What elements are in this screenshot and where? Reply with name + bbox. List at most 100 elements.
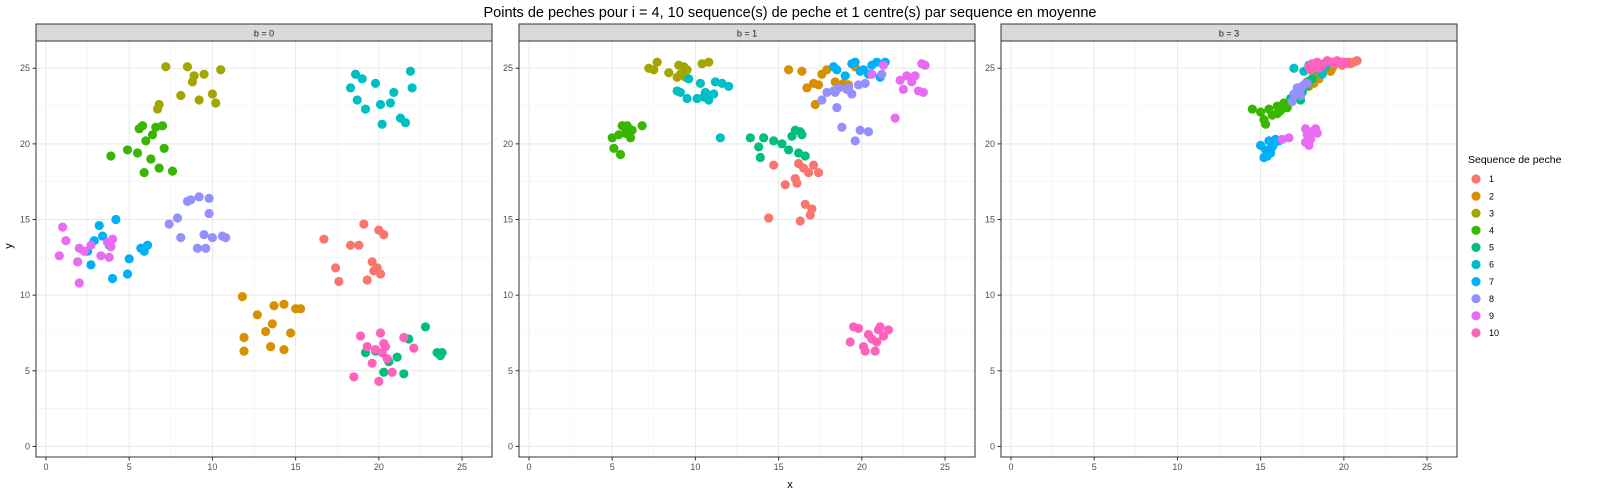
data-point-series-6 (684, 74, 694, 84)
data-point-series-1 (375, 269, 386, 279)
y-tick-label: 5 (508, 366, 513, 376)
data-point-series-2 (252, 310, 262, 320)
data-point-series-9 (878, 60, 889, 70)
x-tick-label: 10 (690, 462, 700, 472)
data-point-series-1 (795, 216, 805, 226)
data-point-series-4 (1272, 109, 1282, 119)
data-point-series-4 (146, 154, 156, 164)
data-point-series-5 (754, 142, 764, 152)
data-point-series-9 (74, 278, 84, 288)
data-point-series-1 (790, 174, 800, 184)
data-point-series-6 (345, 83, 356, 93)
data-point-series-8 (863, 127, 874, 137)
data-point-series-6 (375, 99, 386, 110)
data-point-series-10 (1329, 59, 1339, 69)
data-point-series-8 (832, 102, 842, 113)
data-point-series-9 (890, 113, 900, 123)
y-tick-label: 5 (990, 366, 995, 376)
data-point-series-3 (161, 62, 171, 72)
data-point-series-8 (837, 122, 847, 132)
data-point-series-1 (780, 180, 790, 190)
x-tick-label: 5 (1092, 462, 1097, 472)
data-point-series-3 (649, 65, 659, 75)
legend-key-7 (1471, 277, 1481, 287)
data-point-series-3 (199, 69, 209, 79)
data-point-series-10 (409, 343, 419, 353)
data-point-series-6 (350, 69, 361, 79)
data-point-series-8 (194, 192, 204, 202)
y-tick-label: 10 (20, 290, 30, 300)
y-tick-label: 25 (985, 63, 995, 73)
data-point-series-1 (808, 160, 819, 170)
data-point-series-1 (359, 219, 369, 229)
data-point-series-10 (367, 358, 377, 368)
data-point-series-2 (266, 341, 276, 352)
y-tick-label: 15 (503, 215, 513, 225)
legend: Sequence de peche 1 2 3 4 5 6 7 8 9 10 (1468, 154, 1562, 338)
data-point-series-3 (176, 90, 186, 101)
data-point-series-8 (860, 78, 870, 88)
data-point-series-8 (192, 243, 203, 253)
data-point-series-5 (437, 348, 447, 358)
data-point-series-1 (319, 234, 329, 244)
data-point-series-9 (895, 75, 905, 85)
data-point-series-3 (682, 65, 692, 75)
data-point-series-8 (817, 95, 827, 105)
legend-label-6: 6 (1489, 260, 1494, 270)
data-point-series-9 (1284, 133, 1294, 143)
data-point-series-10 (387, 367, 397, 377)
data-point-series-3 (189, 71, 199, 81)
data-point-series-8 (164, 219, 174, 229)
data-point-series-4 (132, 148, 143, 158)
data-point-series-9 (1300, 137, 1311, 147)
legend-label-5: 5 (1489, 243, 1494, 253)
data-point-series-4 (1261, 119, 1271, 129)
data-point-series-1 (813, 168, 824, 178)
x-tick-label: 0 (43, 462, 48, 472)
data-point-series-3 (675, 69, 686, 79)
data-point-series-8 (204, 208, 214, 219)
y-tick-label: 0 (508, 441, 513, 451)
y-tick-label: 25 (503, 63, 513, 73)
data-point-series-9 (902, 71, 912, 81)
data-point-series-9 (867, 69, 877, 79)
legend-key-4 (1471, 225, 1481, 235)
x-tick-label: 5 (127, 462, 132, 472)
data-point-series-10 (853, 323, 864, 334)
data-point-series-6 (407, 83, 417, 93)
legend-key-8 (1471, 294, 1481, 304)
data-point-series-6 (377, 119, 387, 129)
data-point-series-2 (784, 65, 794, 75)
data-point-series-2 (797, 66, 807, 76)
data-point-series-2 (237, 292, 247, 302)
data-point-series-1 (803, 168, 814, 178)
data-point-series-9 (54, 251, 64, 261)
data-point-series-3 (664, 68, 674, 78)
data-point-series-8 (843, 83, 854, 93)
legend-label-2: 2 (1489, 191, 1494, 201)
legend-key-3 (1471, 208, 1481, 218)
legend-label-1: 1 (1489, 174, 1494, 184)
y-tick-label: 20 (985, 139, 995, 149)
data-point-series-4 (625, 133, 636, 143)
data-point-series-10 (878, 331, 889, 341)
y-tick-label: 10 (503, 290, 513, 300)
data-point-series-1 (362, 275, 372, 285)
x-tick-label: 0 (1008, 462, 1013, 472)
legend-title: Sequence de peche (1468, 154, 1562, 166)
data-point-series-5 (797, 130, 807, 140)
data-point-series-7 (94, 220, 104, 231)
data-point-series-6 (370, 78, 381, 88)
data-point-series-9 (104, 252, 114, 262)
facet-label: b = 0 (254, 29, 274, 39)
data-point-series-10 (374, 376, 384, 386)
data-point-series-4 (141, 136, 151, 146)
y-tick-label: 20 (503, 139, 513, 149)
x-tick-label: 25 (457, 462, 467, 472)
data-point-series-10 (355, 331, 366, 341)
data-point-series-1 (764, 213, 774, 223)
legend-key-10 (1471, 328, 1481, 338)
data-point-series-4 (159, 143, 169, 154)
y-tick-label: 20 (20, 139, 30, 149)
